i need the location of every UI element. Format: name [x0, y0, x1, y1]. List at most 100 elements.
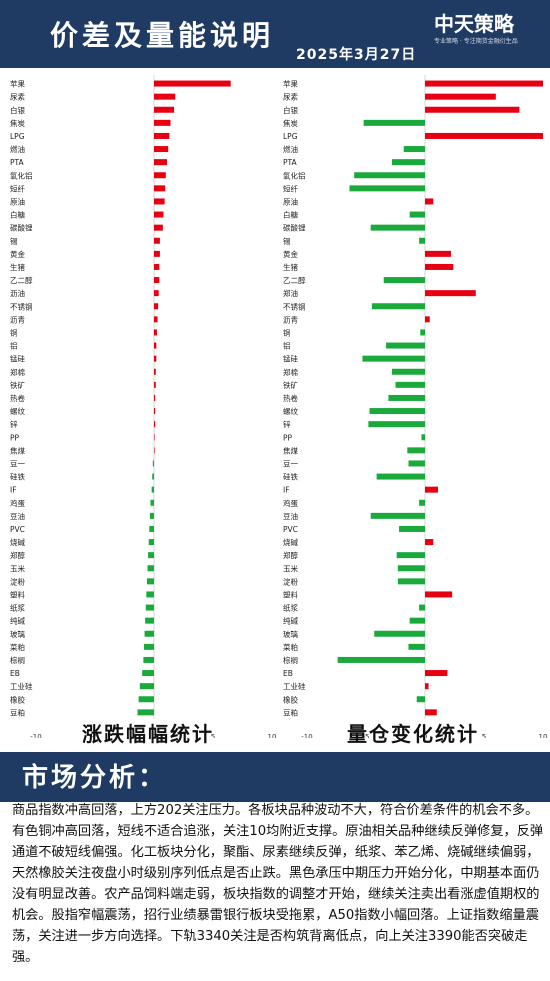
bar-0-16 [154, 290, 159, 297]
category-label: 短纤 [283, 183, 298, 193]
category-label: 铝 [283, 341, 291, 351]
category-label: 淀粉 [283, 576, 298, 586]
category-label: 白糖 [10, 210, 25, 220]
bar-0-15 [154, 277, 160, 284]
report-date: 2025年3月27日 [296, 47, 417, 63]
bar-1-47 [416, 696, 425, 703]
bar-1-23 [395, 381, 425, 388]
section-title: 市场分析： [22, 763, 168, 793]
category-label: 焦煤 [10, 445, 25, 455]
category-label: 豆油 [10, 511, 25, 521]
category-label: PTA [10, 158, 25, 167]
bar-0-34 [149, 525, 154, 532]
bar-0-43 [143, 643, 154, 650]
category-label: 螺纹 [283, 406, 298, 416]
category-label: 郑醇 [283, 550, 298, 560]
category-label: 铁矿 [283, 380, 298, 390]
bar-1-20 [386, 342, 425, 349]
bar-0-47 [138, 696, 154, 703]
bar-0-32 [150, 499, 154, 506]
category-label: 苹果 [10, 79, 25, 89]
bar-0-38 [146, 578, 154, 585]
bar-1-30 [376, 473, 425, 480]
bar-0-39 [146, 591, 154, 598]
category-label: 纸浆 [283, 603, 298, 613]
bar-1-45 [425, 670, 448, 677]
bar-0-30 [152, 473, 154, 480]
category-label: 纯碱 [283, 616, 298, 626]
category-label: 橡胶 [283, 694, 298, 704]
bar-1-6 [391, 159, 425, 166]
category-label: 焦炭 [283, 118, 298, 128]
bar-0-2 [154, 106, 175, 113]
bar-1-9 [425, 198, 434, 205]
bar-0-26 [154, 421, 156, 428]
category-label: 沥油 [10, 288, 25, 298]
bar-1-46 [425, 683, 429, 690]
category-label: 尿素 [283, 92, 298, 102]
brand-tagline: 专业策略 · 专注期货金融衍生品 [434, 38, 518, 45]
category-label: 玉米 [283, 563, 298, 573]
bar-1-32 [419, 499, 425, 506]
bar-1-10 [409, 211, 425, 218]
category-label: 郑棉 [10, 367, 25, 377]
category-label: 原油 [10, 196, 25, 206]
bar-0-13 [154, 250, 160, 257]
category-label: 豆油 [283, 511, 298, 521]
x-tick-label: 0 [423, 733, 427, 738]
bar-1-25 [369, 408, 425, 415]
bar-0-12 [154, 237, 160, 244]
bar-0-31 [151, 486, 154, 493]
category-label: 塑料 [283, 589, 298, 599]
category-label: 苹果 [283, 79, 298, 89]
bar-1-31 [425, 486, 438, 493]
bar-0-41 [145, 617, 154, 624]
bar-0-23 [154, 381, 156, 388]
bar-0-35 [148, 539, 154, 546]
category-label: 碳酸锂 [10, 223, 33, 233]
category-label: LPG [283, 132, 298, 141]
bar-0-29 [152, 460, 154, 467]
bar-1-3 [363, 119, 425, 126]
category-label: 棕榈 [283, 655, 298, 665]
bar-1-24 [388, 394, 425, 401]
bar-1-1 [425, 93, 496, 100]
bar-0-6 [154, 159, 167, 166]
bar-1-16 [425, 290, 476, 297]
bar-0-37 [147, 565, 154, 572]
section-band [0, 752, 550, 802]
bar-1-14 [425, 263, 454, 270]
category-label: 郑棉 [283, 367, 298, 377]
bar-0-14 [154, 263, 160, 270]
category-label: 豆一 [10, 459, 25, 468]
bar-1-42 [374, 630, 425, 637]
category-label: EB [283, 669, 293, 678]
category-label: 硅铁 [10, 472, 25, 482]
bar-1-38 [397, 578, 425, 585]
bar-1-12 [419, 237, 425, 244]
category-label: PVC [10, 525, 25, 534]
bar-0-27 [154, 434, 155, 441]
category-label: 锰硅 [10, 354, 25, 364]
right-chart-caption: 量仓变化统计 [347, 722, 479, 746]
category-label: 烧碱 [10, 537, 25, 547]
category-label: 热卷 [283, 393, 298, 403]
category-label: 郑油 [283, 288, 298, 298]
bar-1-41 [409, 617, 425, 624]
bar-1-28 [407, 447, 425, 454]
bar-0-1 [154, 93, 176, 100]
bar-1-19 [420, 329, 425, 336]
left-chart-caption: 涨跌幅幅统计 [82, 722, 214, 746]
bar-1-27 [421, 434, 425, 441]
category-label: 燃油 [283, 144, 298, 154]
category-label: 玻璃 [10, 629, 25, 639]
bar-1-34 [399, 525, 425, 532]
bar-0-25 [154, 408, 156, 415]
bar-1-11 [370, 224, 425, 231]
category-label: PP [283, 433, 293, 442]
bar-1-17 [371, 303, 425, 310]
category-label: 工业硅 [10, 681, 33, 691]
category-label: 焦煤 [283, 445, 298, 455]
bar-0-46 [139, 683, 154, 690]
bar-0-24 [154, 394, 156, 401]
